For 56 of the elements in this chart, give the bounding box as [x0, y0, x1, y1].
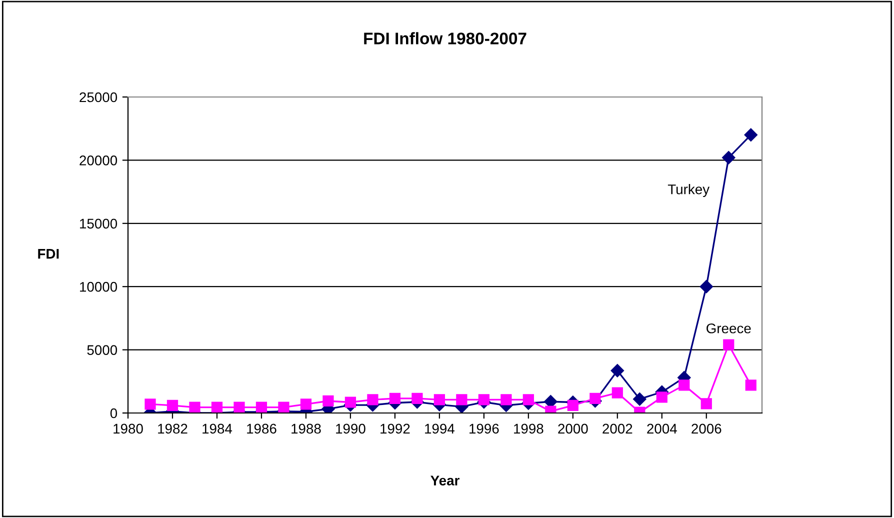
y-tick-label: 5000	[87, 345, 118, 355]
x-tick-label: 1996	[470, 424, 499, 434]
chart-title: FDI Inflow 1980-2007	[364, 32, 526, 44]
point	[700, 398, 712, 410]
point	[610, 364, 624, 378]
point	[723, 339, 734, 350]
series-label: Turkey	[668, 184, 710, 198]
x-tick-label: 1990	[336, 424, 366, 434]
point	[745, 380, 756, 391]
point	[678, 380, 690, 391]
point	[234, 402, 245, 413]
x-tick-label: 1986	[247, 424, 276, 434]
y-tick-label: 25000	[80, 92, 118, 102]
point	[189, 402, 200, 413]
point	[744, 128, 758, 142]
point	[700, 280, 713, 294]
y-tick-label: 0	[110, 408, 118, 418]
point	[633, 392, 646, 406]
point	[300, 398, 312, 410]
point	[166, 400, 178, 411]
point	[278, 402, 290, 413]
point	[590, 392, 601, 404]
point	[656, 392, 668, 403]
x-tick-label: 2004	[647, 424, 677, 434]
x-tick-label: 1998	[514, 424, 544, 434]
y-tick-label: 15000	[80, 218, 118, 229]
point	[567, 400, 578, 411]
y-axis-title: FDI	[38, 249, 59, 259]
point	[522, 394, 534, 406]
point	[389, 392, 401, 404]
series-label: Greece	[706, 323, 751, 334]
point	[722, 151, 736, 164]
point	[211, 402, 223, 413]
point	[478, 394, 490, 406]
point	[456, 394, 468, 406]
point	[500, 394, 512, 406]
point	[256, 402, 268, 413]
point	[434, 394, 445, 406]
x-tick-label: 2002	[602, 424, 632, 434]
x-tick-label: 2006	[692, 424, 722, 434]
point	[144, 398, 156, 410]
x-tick-label: 1980	[114, 424, 143, 434]
point	[322, 395, 334, 407]
x-tick-label: 1988	[292, 424, 321, 434]
point	[412, 392, 423, 404]
y-tick-label: 10000	[80, 282, 118, 292]
x-tick-label: 1982	[158, 424, 188, 434]
point	[344, 396, 356, 408]
point	[612, 387, 623, 398]
x-axis-title: Year	[430, 476, 460, 486]
x-tick-label: 1984	[202, 424, 232, 434]
x-tick-label: 1992	[380, 424, 410, 434]
x-tick-label: 1994	[425, 424, 454, 434]
y-tick-label: 20000	[80, 156, 118, 166]
point	[367, 394, 378, 406]
x-tick-label: 2000	[558, 424, 588, 434]
